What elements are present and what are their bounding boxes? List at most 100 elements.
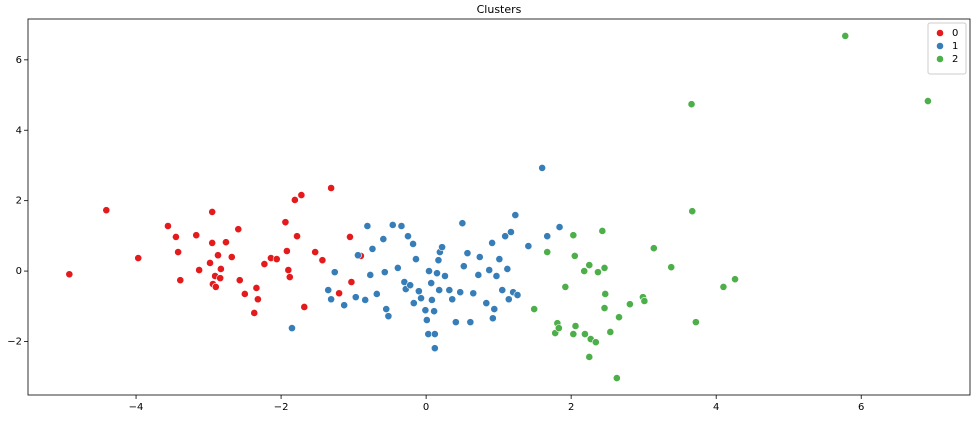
point — [234, 225, 243, 234]
point — [427, 279, 436, 287]
point — [425, 267, 433, 275]
point — [421, 306, 430, 315]
point — [397, 222, 406, 230]
point — [501, 232, 510, 241]
y-tick-label: 6 — [16, 55, 22, 66]
x-tick-label: 6 — [858, 402, 864, 413]
point — [176, 276, 185, 285]
legend-label: 0 — [952, 28, 958, 39]
point — [719, 283, 728, 291]
point — [606, 328, 615, 336]
point — [388, 221, 397, 229]
point — [327, 184, 336, 192]
point — [335, 289, 343, 298]
point — [503, 265, 512, 273]
point — [571, 322, 580, 330]
y-tick-label: 2 — [16, 196, 22, 207]
point — [463, 249, 472, 258]
point — [206, 259, 214, 267]
point — [569, 330, 578, 338]
point — [324, 286, 333, 294]
point — [474, 271, 483, 279]
point — [288, 324, 296, 333]
x-tick-label: −2 — [274, 402, 289, 413]
point — [570, 252, 579, 260]
point — [640, 297, 649, 305]
x-tick-label: 4 — [713, 402, 719, 413]
point — [585, 261, 594, 269]
point — [404, 232, 412, 241]
point — [284, 266, 293, 274]
point — [282, 247, 291, 255]
point — [216, 274, 225, 283]
point — [428, 296, 436, 304]
point — [466, 318, 475, 327]
point — [260, 260, 269, 268]
point — [384, 312, 393, 321]
point — [164, 222, 172, 230]
point — [380, 268, 389, 277]
point — [475, 253, 484, 261]
point — [347, 278, 356, 286]
point — [601, 290, 610, 298]
point — [555, 223, 564, 231]
point — [372, 290, 381, 298]
point — [667, 263, 676, 272]
point — [406, 281, 415, 290]
point — [293, 232, 301, 241]
point — [924, 97, 932, 105]
point — [649, 244, 658, 253]
point — [172, 233, 180, 241]
point — [434, 256, 443, 265]
legend-label: 1 — [952, 41, 958, 52]
point — [731, 275, 739, 284]
point — [600, 264, 609, 272]
point — [227, 253, 236, 261]
point — [250, 309, 259, 317]
point — [409, 240, 417, 248]
point — [507, 228, 515, 236]
point — [524, 242, 533, 250]
point — [393, 264, 402, 272]
point — [530, 305, 539, 313]
legend-marker — [936, 42, 944, 50]
point — [102, 206, 111, 215]
point — [297, 191, 306, 199]
series — [65, 184, 365, 317]
point — [612, 374, 621, 383]
point — [441, 272, 449, 280]
point — [513, 291, 522, 299]
point — [346, 233, 354, 241]
point — [417, 294, 425, 303]
point — [430, 330, 439, 338]
point — [361, 296, 370, 304]
legend-marker — [936, 29, 944, 37]
point — [492, 272, 501, 280]
point — [192, 231, 201, 240]
point — [691, 318, 700, 327]
point — [591, 338, 600, 347]
series — [288, 164, 564, 353]
point — [554, 324, 563, 333]
point — [504, 295, 513, 304]
y-tick-label: 4 — [16, 125, 22, 136]
chart-title: Clusters — [477, 3, 522, 16]
point — [174, 248, 183, 256]
point — [594, 268, 602, 277]
point — [438, 243, 446, 252]
point — [195, 266, 204, 274]
point — [412, 255, 420, 264]
x-tick-label: 2 — [568, 402, 574, 413]
point — [561, 283, 570, 291]
point — [585, 353, 594, 361]
point — [216, 265, 225, 273]
point — [615, 313, 623, 322]
point — [281, 218, 290, 227]
point — [382, 305, 391, 313]
point — [285, 273, 294, 281]
point — [687, 100, 696, 109]
point — [625, 300, 634, 309]
point — [498, 286, 507, 294]
point — [368, 244, 377, 253]
